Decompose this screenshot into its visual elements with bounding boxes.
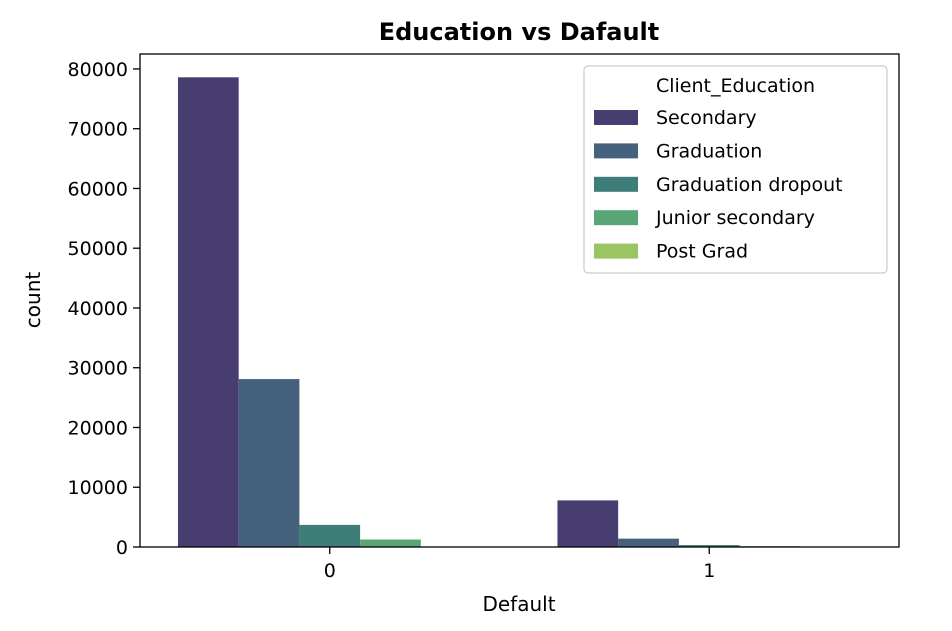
bar-junior-secondary-0 [360,540,421,547]
x-axis-label: Default [482,592,555,616]
legend-swatch [594,177,638,192]
x-tick-label: 0 [324,560,336,582]
y-tick-label: 60000 [68,178,128,200]
legend-title: Client_Education [656,75,815,97]
legend-label: Junior secondary [655,207,815,229]
bar-graduation-dropout-0 [299,525,360,547]
legend-label: Graduation dropout [656,174,843,196]
y-tick-label: 0 [116,537,128,559]
legend-swatch [594,244,638,259]
y-tick-label: 40000 [68,298,128,320]
legend-swatch [594,143,638,158]
legend-label: Post Grad [656,241,748,263]
legend-label: Secondary [656,107,757,129]
bar-secondary-1 [557,500,618,547]
legend-label: Graduation [656,140,762,162]
chart-title: Education vs Dafault [379,18,660,46]
bar-graduation-1 [618,539,679,547]
y-tick-label: 50000 [68,238,128,260]
bar-secondary-0 [178,77,239,547]
legend-swatch [594,110,638,125]
y-tick-label: 30000 [68,358,128,380]
y-tick-label: 20000 [68,417,128,439]
y-tick-label: 80000 [68,59,128,81]
legend: Client_Education Secondary Graduation Gradu… [584,66,887,273]
y-axis-label: count [21,272,45,329]
y-tick-label: 10000 [68,477,128,499]
y-tick-label: 70000 [68,119,128,141]
legend-swatch [594,210,638,225]
x-tick-label: 1 [703,560,715,582]
bar-graduation-0 [239,379,300,547]
